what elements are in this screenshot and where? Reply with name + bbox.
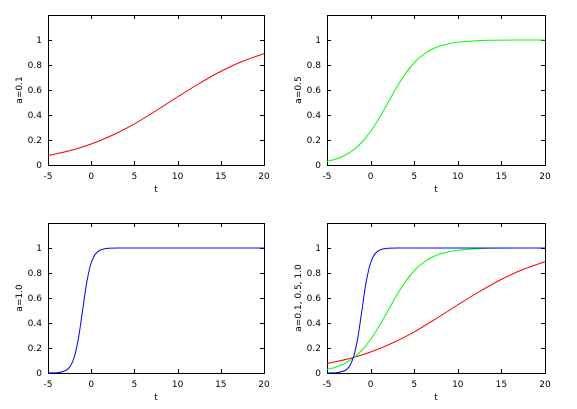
y-tick-label: 1 [315,36,321,46]
y-tick-label: 0.8 [28,61,43,71]
x-tick-label: 5 [411,172,417,182]
x-tick-label: -5 [323,172,332,182]
y-tick-label: 0.8 [307,61,322,71]
x-tick-label: -5 [323,380,332,390]
x-tick-label: -5 [44,380,53,390]
y-axis-label: a=0.1 [15,76,25,103]
x-tick-label: 20 [258,172,270,182]
y-tick-label: 0.4 [28,111,43,121]
y-axis-label: a=0.5 [294,76,304,103]
y-tick-label: 0.8 [28,269,43,279]
plot-frame [48,15,265,166]
x-tick-label: 10 [172,380,184,390]
plot-frame [327,15,546,166]
y-tick-label: 1 [36,244,42,254]
y-tick-label: 0.4 [28,319,43,329]
x-tick-label: 15 [215,172,226,182]
y-tick-label: 0.2 [307,344,321,354]
y-tick-label: 0.2 [28,136,42,146]
y-tick-label: 1 [36,36,42,46]
plot-frame [48,223,265,374]
x-tick-label: 0 [368,380,374,390]
x-tick-label: 10 [172,172,184,182]
x-tick-label: 20 [539,172,551,182]
y-tick-label: 0 [315,161,321,171]
y-tick-label: 1 [315,244,321,254]
x-tick-label: 10 [452,380,464,390]
x-axis-label: t [434,185,438,195]
y-tick-label: 0 [315,369,321,379]
series-line-2 [326,247,545,370]
y-axis-label: a=0.1, 0.5, 1.0 [294,264,304,332]
y-tick-label: 0.8 [307,269,322,279]
y-tick-label: 0.6 [28,86,43,96]
x-tick-label: 5 [132,380,138,390]
y-tick-label: 0.6 [28,294,43,304]
y-tick-label: 0.2 [28,344,42,354]
y-axis-label: a=1.0 [15,284,25,312]
x-tick-label: 0 [88,172,94,182]
x-tick-label: 10 [452,172,464,182]
series-line-3 [326,247,545,374]
x-tick-label: 0 [88,380,94,390]
y-tick-label: 0.6 [307,86,322,96]
x-tick-label: -5 [44,172,53,182]
y-tick-label: 0.2 [307,136,321,146]
x-tick-label: 0 [368,172,374,182]
x-tick-label: 5 [411,380,417,390]
x-axis-label: t [434,393,438,403]
x-tick-label: 20 [258,380,270,390]
x-tick-label: 5 [132,172,138,182]
series-line-1 [47,247,264,374]
y-tick-label: 0 [36,161,42,171]
x-tick-label: 15 [215,380,226,390]
x-tick-label: 20 [539,380,551,390]
y-tick-label: 0.6 [307,294,322,304]
y-tick-label: 0 [36,369,42,379]
x-tick-label: 15 [496,172,507,182]
series-line-1 [326,261,546,364]
plot-frame [327,223,546,374]
y-tick-label: 0.4 [307,319,322,329]
x-axis-label: t [154,393,158,403]
series-line-1 [326,39,545,162]
series-line-1 [47,53,265,156]
x-tick-label: 15 [496,380,507,390]
x-axis-label: t [154,185,158,195]
y-tick-label: 0.4 [307,111,322,121]
